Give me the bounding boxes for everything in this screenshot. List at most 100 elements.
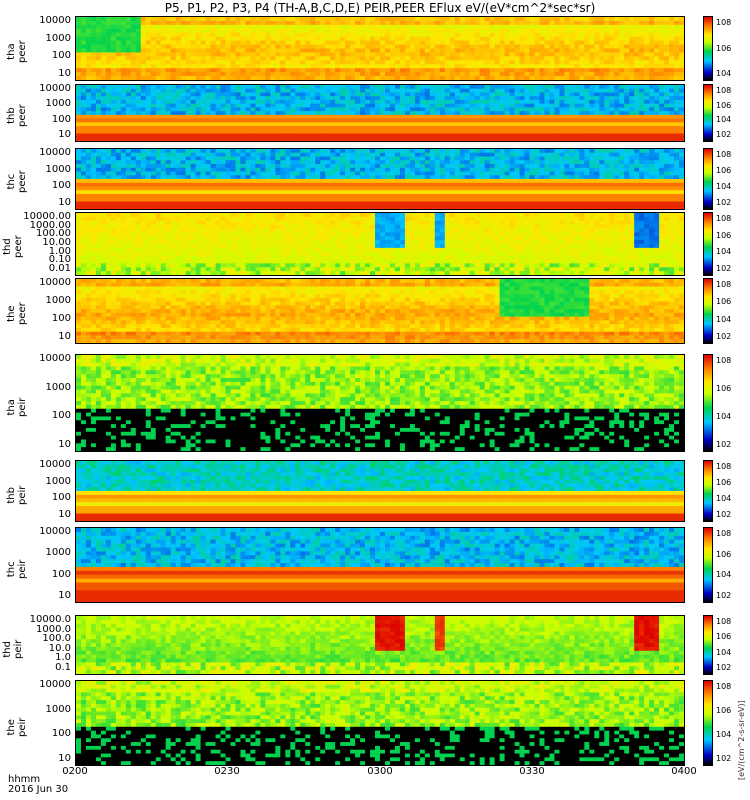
spectrogram-cell [504, 96, 511, 101]
spectrogram-cell [230, 160, 237, 165]
spectrogram-cell [584, 72, 590, 77]
spectrogram-cell [325, 114, 331, 120]
spectrogram-cell [509, 40, 516, 46]
spectrogram-cell [90, 40, 97, 46]
spectrogram-cell [604, 40, 610, 46]
spectrogram-cell [454, 32, 461, 38]
spectrogram-cell [549, 122, 556, 127]
spectrogram-cell [195, 118, 202, 123]
spectrogram-cell [345, 88, 351, 94]
spectrogram-cell [559, 52, 565, 57]
spectrogram-cell [220, 114, 227, 120]
spectrogram-cell [539, 179, 546, 184]
spectrogram-cell [594, 52, 600, 57]
spectrogram-cell [265, 164, 271, 169]
spectrogram-cell [125, 129, 132, 135]
spectrogram-cell [569, 149, 575, 154]
spectrogram-cell [150, 179, 157, 184]
spectrogram-cell [275, 107, 281, 112]
spectrogram-cell [674, 149, 680, 154]
spectrogram-cell [295, 149, 301, 154]
spectrogram-cell [295, 72, 301, 77]
spectrogram-cell [404, 76, 411, 80]
spectrogram-cell [584, 179, 590, 184]
spectrogram-cell [574, 96, 580, 101]
spectrogram-cell [544, 164, 551, 169]
spectrogram-cell [624, 164, 630, 169]
spectrogram-cell [639, 20, 645, 26]
spectrogram-cell [644, 164, 650, 169]
spectrogram-cell [240, 118, 247, 123]
spectrogram-cell [305, 152, 311, 158]
spectrogram-cell [534, 179, 541, 184]
spectrogram-cell [150, 96, 157, 101]
spectrogram-cell [195, 96, 202, 101]
spectrogram-cell [335, 72, 341, 77]
spectrogram-cell [489, 56, 496, 61]
spectrogram-cell [375, 52, 381, 57]
spectrogram-cell [394, 114, 401, 120]
spectrogram-cell [499, 20, 506, 26]
spectrogram-cell [160, 24, 167, 30]
spectrogram-cell [649, 171, 655, 176]
spectrogram-cell [205, 92, 212, 97]
spectrogram-cell [564, 64, 570, 69]
spectrogram-cell [629, 111, 635, 116]
spectrogram-cell [444, 137, 451, 141]
spectrogram-cell [330, 175, 336, 180]
spectrogram-cell [315, 114, 321, 120]
spectrogram-cell [195, 24, 202, 30]
spectrogram-cell [255, 152, 261, 158]
spectrogram-cell [155, 17, 162, 22]
spectrogram-cell [599, 64, 605, 69]
spectrogram-cell [434, 40, 441, 46]
spectrogram-cell [389, 171, 396, 176]
spectrogram-cell [389, 111, 396, 116]
spectrogram-cell [325, 129, 331, 135]
spectrogram-cell [624, 76, 630, 80]
spectrogram-cell [564, 17, 570, 22]
spectrogram-cell [584, 40, 590, 46]
spectrogram-cell [315, 72, 321, 77]
spectrogram-cell [145, 52, 152, 57]
spectrogram-cell [335, 28, 341, 34]
spectrogram-cell [499, 92, 506, 97]
spectrogram-cell [664, 167, 670, 173]
spectrogram-cell [504, 122, 511, 127]
spectrogram-cell [449, 32, 456, 38]
spectrogram-cell [255, 24, 261, 30]
spectrogram-cell [170, 56, 177, 61]
spectrogram-cell [295, 56, 301, 61]
spectrogram-cell [444, 179, 451, 184]
spectrogram-cell [609, 107, 615, 112]
spectrogram-cell [484, 164, 491, 169]
spectrogram-cell [200, 64, 207, 69]
spectrogram-cell [509, 20, 516, 26]
spectrogram-cell [230, 88, 237, 94]
spectrogram-cell [509, 167, 516, 173]
spectrogram-cell [429, 133, 436, 138]
spectrogram-cell [424, 44, 431, 50]
spectrogram-cell [474, 152, 481, 158]
spectrogram-cell [135, 175, 142, 180]
spectrogram-cell [419, 96, 426, 101]
spectrogram-cell [235, 68, 242, 73]
spectrogram-cell [110, 99, 117, 105]
spectrogram-cell [110, 137, 117, 141]
spectrogram-cell [255, 40, 261, 46]
spectrogram-cell [210, 44, 217, 50]
spectrogram-cell [215, 126, 222, 131]
spectrogram-cell [175, 56, 182, 61]
spectrogram-cell [539, 92, 546, 97]
spectrogram-cell [544, 28, 551, 34]
spectrogram-cell [135, 164, 142, 169]
spectrogram-cell [205, 156, 212, 161]
spectrogram-cell [330, 56, 336, 61]
spectrogram-cell [674, 76, 680, 80]
spectrogram-cell [499, 85, 506, 90]
spectrogram-cell [265, 182, 271, 188]
spectrogram-cell [160, 85, 167, 90]
spectrogram-cell [589, 152, 595, 158]
spectrogram-cell [150, 68, 157, 73]
spectrogram-cell [155, 64, 162, 69]
